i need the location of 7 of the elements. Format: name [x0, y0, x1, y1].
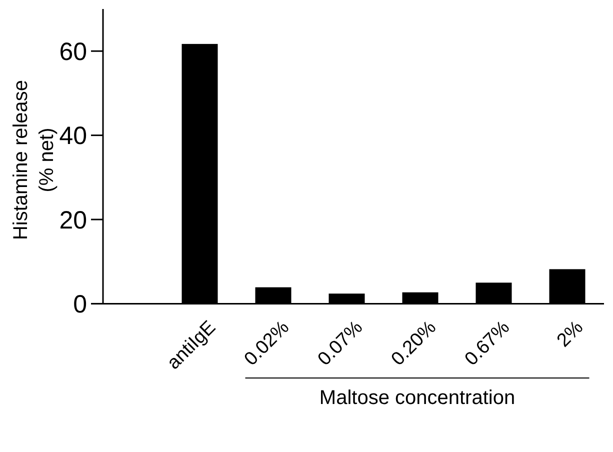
y-axis-title: Histamine release (% net) — [10, 80, 58, 240]
y-tick-label: 20 — [59, 206, 87, 234]
y-tick-label: 0 — [73, 290, 87, 318]
y-tick-label: 60 — [59, 38, 87, 66]
x-tick-label: 2% — [553, 317, 588, 352]
y-tick-label: 40 — [59, 122, 87, 150]
x-axis-title: Maltose concentration — [319, 387, 516, 409]
